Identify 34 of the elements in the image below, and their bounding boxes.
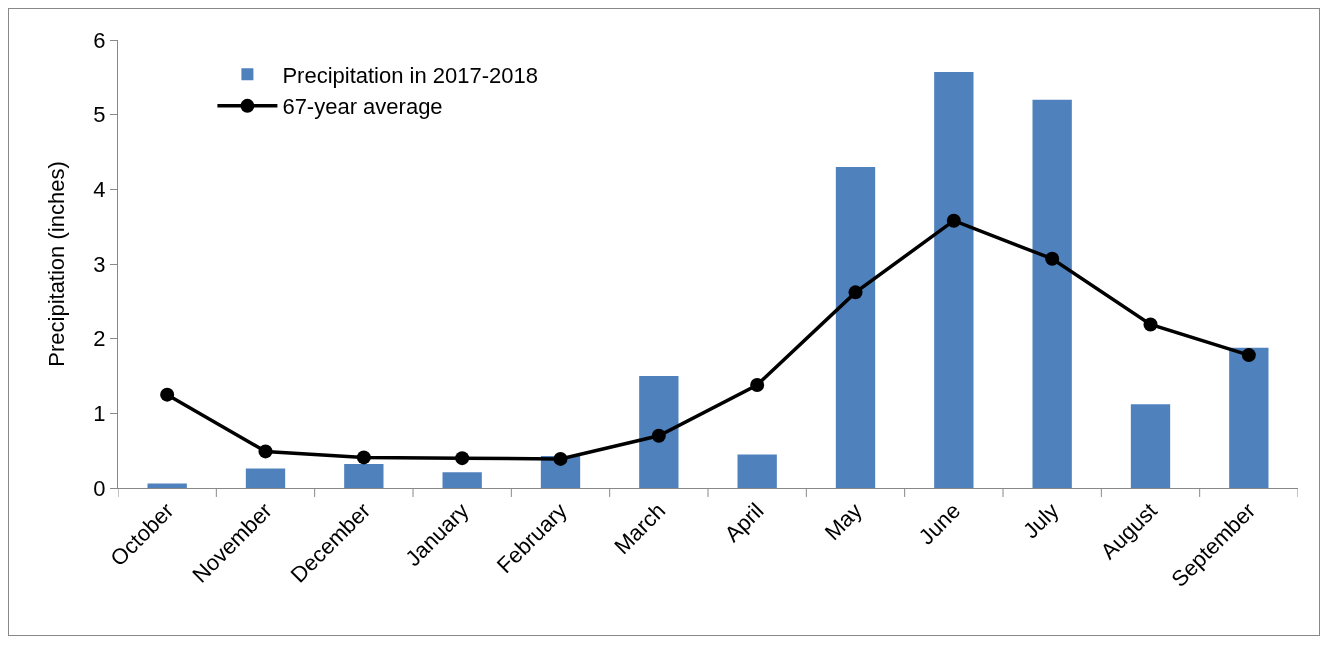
point	[356, 450, 371, 465]
x-tick-label: May	[819, 498, 867, 546]
bar	[737, 454, 777, 488]
bar	[442, 472, 482, 488]
point	[455, 451, 470, 466]
point	[553, 451, 568, 466]
y-axis-title: Precipitation (inches)	[44, 161, 69, 367]
bar	[245, 468, 286, 488]
y-tick-label: 2	[93, 326, 106, 352]
point	[160, 387, 175, 402]
y-tick-label: 1	[93, 401, 106, 427]
point	[1045, 251, 1060, 266]
bar	[934, 72, 974, 488]
point	[1241, 348, 1256, 363]
y-tick-label: 6	[93, 27, 106, 53]
point	[848, 285, 863, 300]
bar	[344, 464, 384, 488]
point	[258, 444, 273, 459]
bar	[1130, 404, 1171, 488]
point	[750, 377, 765, 392]
bar	[1229, 347, 1269, 488]
y-tick-label: 3	[93, 251, 106, 277]
y-tick-label: 5	[93, 102, 106, 128]
point	[1143, 317, 1158, 332]
y-tick-label: 0	[93, 475, 106, 501]
point	[651, 428, 666, 443]
bar	[639, 376, 679, 488]
point	[946, 213, 961, 228]
bar	[1032, 99, 1072, 488]
legend-label: Precipitation in 2017-2018	[282, 62, 539, 88]
x-tick-label: July	[1018, 498, 1064, 544]
legend-label: 67-year average	[282, 94, 443, 120]
y-tick-label: 4	[93, 177, 106, 203]
bar	[835, 166, 876, 488]
